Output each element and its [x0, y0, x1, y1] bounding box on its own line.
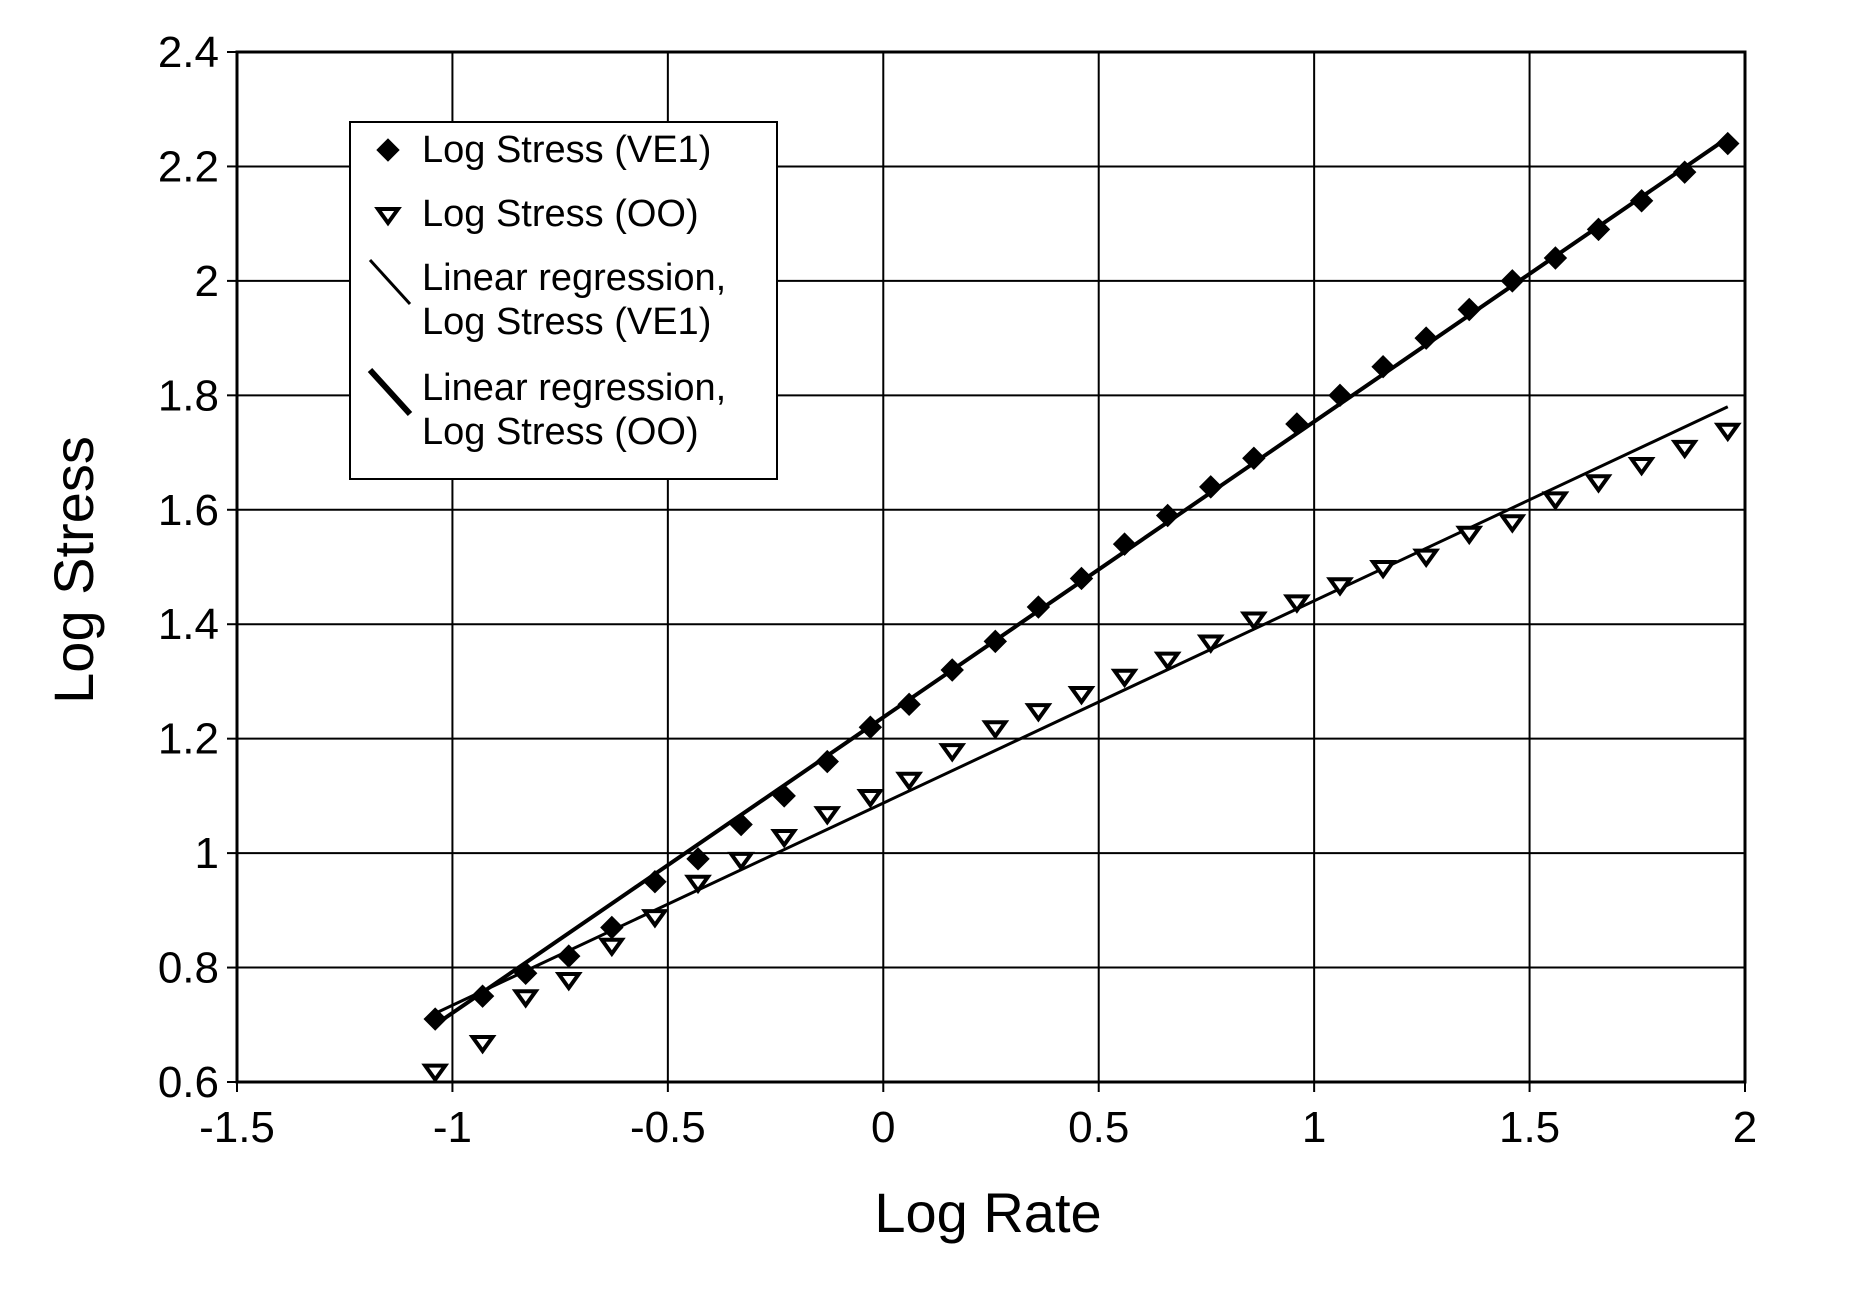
- oo-point: [813, 806, 842, 826]
- ve1-point: [1199, 475, 1223, 499]
- legend-marker-line: [368, 258, 412, 306]
- oo-point: [1498, 514, 1527, 534]
- y-tick-label: 1.8: [158, 371, 219, 420]
- ve1-point: [1112, 532, 1137, 556]
- plot-frame: [235, 50, 1747, 1084]
- oo-point: [684, 874, 712, 895]
- data-points: [421, 131, 1742, 1083]
- legend-box: [349, 121, 778, 480]
- x-tick-label: -1.5: [199, 1103, 275, 1152]
- gridlines: [235, 50, 1747, 1084]
- oo-point: [1627, 457, 1656, 477]
- x-tick-label: 2: [1733, 1103, 1757, 1152]
- oo-point: [1110, 668, 1139, 689]
- y-tick-label: 1: [195, 829, 219, 878]
- ve1-point: [1026, 595, 1051, 619]
- oo-point: [727, 851, 755, 872]
- oo-point: [1024, 703, 1053, 723]
- ve1-point: [1328, 383, 1352, 408]
- oo-point: [1153, 651, 1182, 671]
- oo-point: [1412, 548, 1441, 568]
- x-axis-title: Log Rate: [874, 1181, 1101, 1244]
- oo-point: [1067, 685, 1096, 706]
- ve1-point: [1672, 160, 1697, 184]
- y-tick-label: 1.6: [158, 486, 219, 535]
- oo-point: [468, 1034, 497, 1055]
- oo-point: [770, 828, 799, 849]
- y-tick-label: 0.6: [158, 1058, 219, 1107]
- ve1-point: [1457, 297, 1481, 322]
- y-tick-label: 2.4: [158, 28, 219, 77]
- ve1-point: [983, 629, 1008, 654]
- legend-label: Log Stress (OO): [422, 411, 699, 453]
- oo-point: [511, 989, 540, 1009]
- oo-point: [1196, 634, 1225, 654]
- legend-label: Log Stress (VE1): [422, 301, 711, 343]
- ve1-point: [940, 658, 964, 682]
- legend-label: Linear regression,: [422, 367, 726, 409]
- oo-point: [597, 937, 626, 958]
- oo-point: [938, 743, 967, 763]
- legend-marker-oo: [374, 207, 402, 227]
- oo-point: [1541, 491, 1570, 511]
- ve1-point: [1586, 217, 1611, 242]
- oo-point: [1283, 594, 1311, 614]
- y-tick-label: 0.8: [158, 944, 219, 993]
- regression-line: [434, 405, 1729, 1015]
- ve1-point: [1414, 326, 1438, 350]
- oo-point: [554, 972, 583, 992]
- legend: Log Stress (VE1)Log Stress (OO)Linear re…: [349, 121, 778, 480]
- ve1-point: [897, 692, 921, 717]
- ve1-point: [470, 984, 495, 1008]
- y-tick-label: 1.4: [158, 600, 219, 649]
- y-tick-label: 2.2: [158, 142, 219, 191]
- x-tick-label: 1: [1302, 1103, 1326, 1152]
- oo-point: [421, 1063, 450, 1083]
- ve1-point: [1629, 189, 1654, 213]
- ve1-point: [513, 961, 538, 985]
- ve1-point: [1155, 503, 1180, 528]
- oo-point: [1713, 422, 1742, 443]
- x-tick-label: 0: [871, 1103, 895, 1152]
- x-tick-label: 0.5: [1068, 1103, 1129, 1152]
- ve1-point: [815, 749, 839, 774]
- oo-point: [1455, 525, 1484, 546]
- ve1-point: [1242, 446, 1266, 470]
- oo-point: [981, 720, 1010, 740]
- ve1-point: [423, 1007, 447, 1031]
- oo-point: [895, 771, 924, 792]
- y-tick-label: 1.2: [158, 715, 219, 764]
- y-axis-title: Log Stress: [42, 436, 105, 704]
- ve1-point: [1543, 246, 1568, 270]
- oo-point: [1584, 474, 1613, 494]
- oo-point: [1326, 577, 1354, 597]
- ve1-point: [1716, 131, 1740, 156]
- legend-label: Linear regression,: [422, 257, 726, 299]
- ve1-point: [729, 812, 753, 837]
- legend-marker-line: [367, 367, 413, 417]
- ve1-point: [1371, 355, 1395, 379]
- ve1-point: [772, 784, 796, 808]
- legend-label: Log Stress (VE1): [422, 129, 711, 171]
- axis-ticks: -1.5 -1 -0.5 0 0.5 1 1.5 2 0.6 0.8 1 1.2 1.4 1.6 1.8 2 2…: [158, 28, 1757, 1152]
- y-tick-label: 2: [195, 257, 219, 306]
- oo-point: [856, 788, 885, 809]
- x-tick-label: -1: [433, 1103, 472, 1152]
- ve1-point: [1285, 412, 1309, 436]
- oo-point: [1239, 611, 1268, 631]
- x-tick-label: 1.5: [1499, 1103, 1560, 1152]
- ve1-point: [643, 870, 667, 894]
- ve1-point: [557, 944, 581, 968]
- oo-point: [1369, 560, 1397, 580]
- legend-label: Log Stress (OO): [422, 193, 699, 235]
- oo-point: [641, 909, 669, 929]
- ve1-point: [858, 715, 883, 739]
- legend-marker-ve1: [376, 138, 400, 162]
- ve1-point: [1500, 269, 1525, 293]
- ve1-point: [686, 847, 710, 871]
- oo-point: [1670, 439, 1699, 460]
- ve1-point: [1069, 566, 1094, 591]
- x-tick-label: -0.5: [630, 1103, 706, 1152]
